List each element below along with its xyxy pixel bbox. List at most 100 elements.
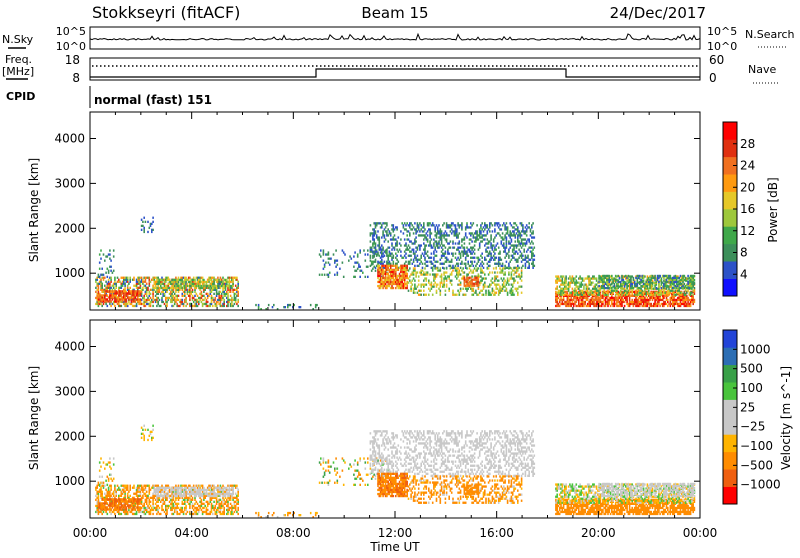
power-cell xyxy=(391,253,393,255)
power-cell xyxy=(525,265,527,267)
power-cell xyxy=(466,247,468,249)
power-cell xyxy=(515,253,517,255)
power-cell xyxy=(221,295,223,297)
power-cell xyxy=(391,244,393,246)
power-cell xyxy=(353,266,355,268)
power-cell xyxy=(471,232,473,234)
power-cell xyxy=(447,251,449,253)
power-cell xyxy=(404,281,406,283)
power-cell xyxy=(690,279,692,281)
power-cell xyxy=(570,297,572,299)
power-cell xyxy=(440,286,442,288)
power-cell xyxy=(578,292,580,294)
power-cell xyxy=(672,283,674,285)
power-cell xyxy=(387,259,389,261)
power-cell xyxy=(160,285,162,287)
power-cell xyxy=(417,271,419,273)
power-cell xyxy=(386,253,388,255)
power-cell xyxy=(415,228,417,230)
power-cell xyxy=(512,251,514,253)
power-cell xyxy=(639,305,641,307)
power-cell xyxy=(433,286,435,288)
power-cell xyxy=(513,273,515,275)
power-cell xyxy=(199,283,201,285)
power-cell xyxy=(429,240,431,242)
power-cell xyxy=(441,238,443,240)
power-cell xyxy=(185,305,187,307)
power-cell xyxy=(466,253,468,255)
power-cell xyxy=(499,263,501,265)
power-cell xyxy=(140,300,142,302)
power-cell xyxy=(563,292,565,294)
power-cell xyxy=(479,244,481,246)
power-cell xyxy=(418,228,420,230)
power-cell xyxy=(373,234,375,236)
power-cell xyxy=(610,279,612,281)
power-cell xyxy=(471,263,473,265)
power-cell xyxy=(107,276,109,278)
power-cell xyxy=(659,305,661,307)
power-cell xyxy=(410,290,412,292)
power-cell xyxy=(592,292,594,294)
power-cell xyxy=(410,286,412,288)
power-cell xyxy=(649,281,651,283)
power-cell xyxy=(647,287,649,289)
power-cell xyxy=(473,290,475,292)
power-cell xyxy=(434,228,436,230)
power-cell xyxy=(436,224,438,226)
power-cell xyxy=(650,292,652,294)
power-cell xyxy=(99,296,101,298)
power-cell xyxy=(501,228,503,230)
power-cell xyxy=(375,249,377,251)
power-cell xyxy=(526,230,528,232)
power-cell xyxy=(488,247,490,249)
power-cell xyxy=(621,303,623,305)
power-cell xyxy=(320,255,322,257)
power-cell xyxy=(513,277,515,279)
power-cell xyxy=(473,288,475,290)
power-cell xyxy=(508,251,510,253)
power-cell xyxy=(502,290,504,292)
power-cell xyxy=(564,294,566,296)
power-cell xyxy=(182,279,184,281)
power-cell xyxy=(504,265,506,267)
power-cell xyxy=(666,279,668,281)
power-cell xyxy=(657,292,659,294)
power-cell xyxy=(400,238,402,240)
power-cell xyxy=(485,234,487,236)
power-cell xyxy=(494,280,496,282)
power-cell xyxy=(431,284,433,286)
power-colorbar-tick: 8 xyxy=(740,246,748,260)
power-cell xyxy=(457,290,459,292)
power-cell xyxy=(498,222,500,224)
power-cell xyxy=(558,297,560,299)
power-cell xyxy=(372,268,374,270)
power-cell xyxy=(420,261,422,263)
power-cell xyxy=(400,255,402,257)
power-cell xyxy=(559,277,561,279)
power-cell xyxy=(183,303,185,305)
power-cell xyxy=(310,304,312,306)
power-cell xyxy=(379,267,381,269)
power-cell xyxy=(166,303,168,305)
power-cell xyxy=(385,226,387,228)
power-cell xyxy=(162,301,164,303)
power-cell xyxy=(231,287,233,289)
velocity-cell xyxy=(95,495,97,497)
power-cell xyxy=(437,228,439,230)
power-cell xyxy=(621,305,623,307)
power-cell xyxy=(424,234,426,236)
power-cell xyxy=(236,303,238,305)
power-cell xyxy=(612,279,614,281)
power-cell xyxy=(506,238,508,240)
power-cell xyxy=(157,293,159,295)
power-cell xyxy=(375,267,377,269)
power-cell xyxy=(215,299,217,301)
power-cell xyxy=(470,238,472,240)
power-cell xyxy=(258,304,260,306)
power-cell xyxy=(527,257,529,259)
nsky-tick-bottom: 10^0 xyxy=(56,40,86,53)
power-cell xyxy=(456,230,458,232)
power-cell xyxy=(419,222,421,224)
velocity-cell xyxy=(95,499,97,501)
